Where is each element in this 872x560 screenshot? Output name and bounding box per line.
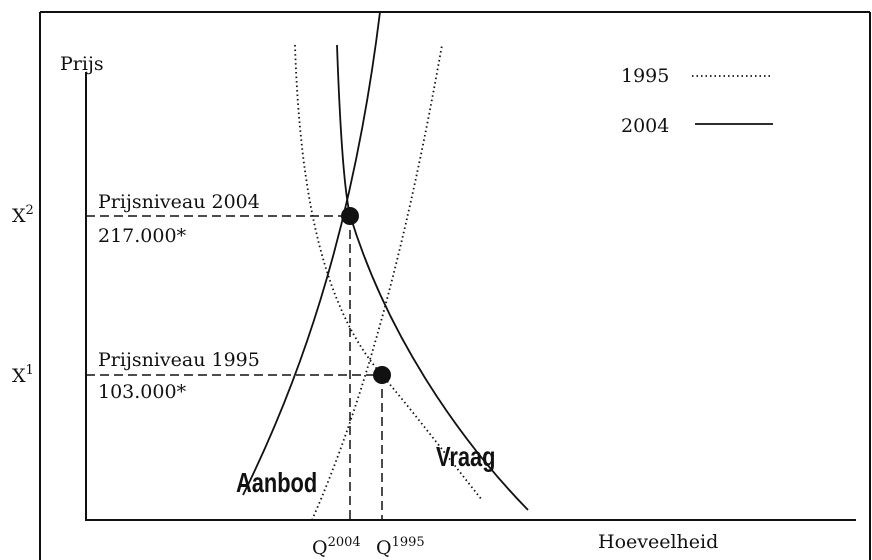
demand-label: Vraag	[436, 441, 495, 472]
frame	[39, 11, 871, 560]
x-axis-title: Hoeveelheid	[598, 531, 718, 553]
supply-label: Aanbod	[236, 467, 317, 498]
annotation-label: Prijsniveau 2004	[98, 191, 260, 213]
x-level: Q2004	[312, 535, 361, 559]
axes	[85, 72, 856, 521]
y-level: X2	[12, 203, 34, 227]
curves-1995	[294, 44, 483, 521]
equilibrium-2004	[341, 207, 359, 225]
legend-label: 2004	[621, 115, 669, 137]
y-level: X1	[12, 363, 34, 387]
guide-lines	[86, 215, 383, 520]
curves-2004	[242, 11, 529, 511]
x-level: Q1995	[376, 535, 425, 559]
annotation-label: Prijsniveau 1995	[98, 349, 260, 371]
y-axis-title: Prijs	[60, 53, 104, 75]
equilibrium-1995	[373, 366, 391, 384]
legend-label: 1995	[621, 65, 669, 87]
annotation-value: 103.000*	[98, 381, 187, 403]
annotation-value: 217.000*	[98, 225, 187, 247]
